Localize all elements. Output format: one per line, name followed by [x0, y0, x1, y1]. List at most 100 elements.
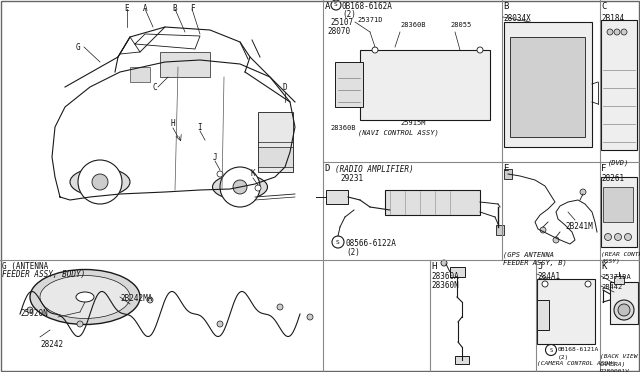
Circle shape — [255, 185, 261, 191]
Text: H: H — [431, 262, 436, 271]
Text: K: K — [251, 170, 255, 179]
Text: G: G — [76, 42, 80, 51]
Text: 2B241M: 2B241M — [565, 222, 593, 231]
Circle shape — [372, 47, 378, 53]
Text: B: B — [173, 4, 177, 13]
Bar — [537, 279, 595, 344]
Text: D: D — [324, 164, 330, 173]
Text: J: J — [537, 262, 542, 271]
Text: C: C — [601, 2, 606, 11]
Text: A: A — [143, 4, 147, 13]
Bar — [496, 225, 504, 235]
Circle shape — [625, 234, 632, 241]
Text: (REAR CONTROL: (REAR CONTROL — [601, 252, 640, 257]
Text: (2): (2) — [346, 248, 360, 257]
Text: I: I — [198, 122, 202, 131]
Bar — [258, 147, 293, 167]
Text: 0B168-6162A: 0B168-6162A — [342, 2, 393, 11]
Circle shape — [614, 300, 634, 320]
Text: 25107: 25107 — [330, 18, 353, 27]
Text: 28070: 28070 — [327, 27, 350, 36]
Circle shape — [233, 180, 247, 194]
Text: (NAVI CONTROL ASSY): (NAVI CONTROL ASSY) — [358, 130, 439, 137]
Ellipse shape — [76, 292, 94, 302]
Text: C: C — [153, 83, 157, 92]
Circle shape — [614, 29, 620, 35]
Text: 284A1: 284A1 — [537, 272, 560, 281]
Bar — [537, 300, 549, 330]
Text: R280001V: R280001V — [600, 369, 630, 372]
Bar — [614, 276, 624, 284]
Circle shape — [217, 321, 223, 327]
Text: 25920N: 25920N — [20, 310, 48, 318]
Text: G (ANTENNA: G (ANTENNA — [2, 262, 48, 271]
Text: B: B — [503, 2, 508, 11]
Text: 28360A: 28360A — [431, 272, 459, 281]
Text: J: J — [212, 153, 218, 161]
Text: (GPS ANTENNA: (GPS ANTENNA — [503, 252, 554, 259]
Text: E: E — [125, 4, 129, 13]
Text: 25915M: 25915M — [400, 120, 426, 126]
Text: S: S — [336, 240, 340, 244]
Circle shape — [580, 189, 586, 195]
Bar — [455, 356, 469, 364]
Circle shape — [607, 29, 613, 35]
Bar — [360, 50, 490, 120]
Text: 0B168-6121A: 0B168-6121A — [558, 347, 599, 352]
Bar — [510, 37, 585, 137]
Circle shape — [540, 227, 546, 233]
Circle shape — [147, 297, 153, 303]
Bar — [160, 52, 210, 77]
Text: 28360B: 28360B — [400, 22, 426, 28]
Text: 2B442: 2B442 — [601, 284, 622, 290]
Circle shape — [553, 237, 559, 243]
Text: F: F — [601, 164, 606, 173]
Bar — [385, 190, 480, 215]
Bar — [601, 177, 637, 247]
Text: F: F — [189, 4, 195, 13]
Text: D: D — [283, 83, 287, 92]
Circle shape — [27, 307, 33, 313]
Text: E: E — [503, 164, 508, 173]
Text: 08566-6122A: 08566-6122A — [346, 239, 397, 248]
Circle shape — [441, 260, 447, 266]
Circle shape — [477, 47, 483, 53]
Text: S: S — [549, 347, 552, 353]
Bar — [504, 22, 592, 147]
Text: 28360N: 28360N — [431, 281, 459, 290]
Bar — [258, 112, 293, 172]
Ellipse shape — [70, 168, 130, 196]
Circle shape — [614, 234, 621, 241]
Circle shape — [621, 29, 627, 35]
Circle shape — [545, 344, 557, 356]
Text: (2): (2) — [558, 355, 569, 360]
Text: CAMERA): CAMERA) — [600, 362, 627, 367]
Circle shape — [220, 167, 260, 207]
Text: (RADIO AMPLIFIER): (RADIO AMPLIFIER) — [335, 165, 413, 174]
Circle shape — [618, 304, 630, 316]
Text: K: K — [601, 262, 606, 271]
Bar — [335, 62, 363, 107]
Text: (BACK VIEW: (BACK VIEW — [600, 354, 637, 359]
Bar — [326, 190, 348, 204]
Circle shape — [605, 234, 611, 241]
Circle shape — [217, 171, 223, 177]
Text: 25371DA: 25371DA — [601, 274, 631, 280]
Text: 2B184: 2B184 — [601, 14, 624, 23]
Text: H: H — [171, 119, 175, 128]
Text: 28034X: 28034X — [503, 14, 531, 23]
Text: (DVD): (DVD) — [608, 160, 629, 167]
Circle shape — [542, 281, 548, 287]
Bar — [130, 67, 150, 82]
Circle shape — [585, 281, 591, 287]
Bar — [601, 20, 637, 150]
Text: 28242: 28242 — [40, 340, 63, 349]
Text: 29231: 29231 — [340, 174, 363, 183]
Bar — [450, 267, 465, 277]
Circle shape — [277, 304, 283, 310]
Text: 28261: 28261 — [601, 174, 624, 183]
Circle shape — [92, 174, 108, 190]
Circle shape — [331, 0, 341, 10]
Circle shape — [332, 236, 344, 248]
Text: ASSY): ASSY) — [601, 259, 620, 264]
